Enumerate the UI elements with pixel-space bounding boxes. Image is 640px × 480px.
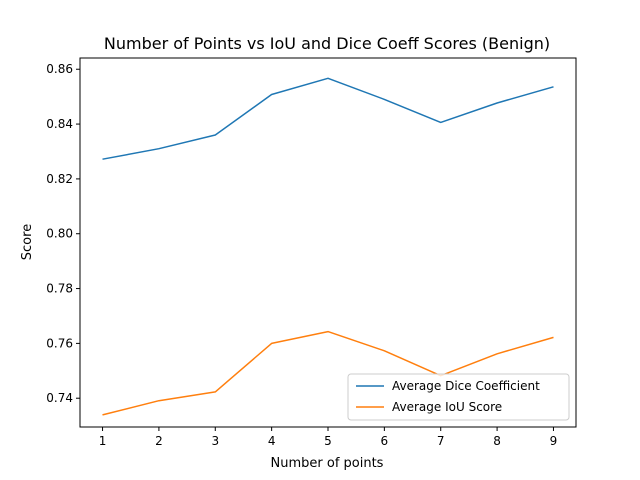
y-tick-label: 0.84 <box>46 117 73 131</box>
x-tick-label: 5 <box>324 434 332 448</box>
x-tick-label: 2 <box>155 434 163 448</box>
x-tick-label: 1 <box>99 434 107 448</box>
y-tick-label: 0.82 <box>46 172 73 186</box>
x-tick-label: 6 <box>381 434 389 448</box>
x-tick-label: 3 <box>211 434 219 448</box>
y-tick-label: 0.86 <box>46 62 73 76</box>
chart-title: Number of Points vs IoU and Dice Coeff S… <box>104 34 550 53</box>
plot-frame <box>79 57 577 428</box>
series-line-iou <box>102 330 554 416</box>
legend-label: Average IoU Score <box>392 400 502 414</box>
y-axis-label: Score <box>20 224 35 260</box>
y-tick-label: 0.78 <box>46 282 73 296</box>
x-tick-label: 4 <box>268 434 276 448</box>
legend: Average Dice Coefficient Average IoU Scor… <box>347 373 570 421</box>
series-line-dice <box>102 77 554 160</box>
legend-box <box>347 373 570 421</box>
y-tick-label: 0.76 <box>46 336 73 350</box>
x-tick-label: 7 <box>437 434 445 448</box>
series-lines <box>102 77 554 416</box>
x-axis-label: Number of points <box>271 456 384 471</box>
y-tick-label: 0.80 <box>46 227 73 241</box>
x-tick-label: 9 <box>550 434 558 448</box>
y-tick-label: 0.74 <box>46 391 73 405</box>
x-tick-label: 8 <box>493 434 501 448</box>
legend-label: Average Dice Coefficient <box>392 379 540 393</box>
axis-ticks: 1 2 3 4 5 6 7 8 9 0.74 0.76 0.78 0.80 0.82 0.84 0.86 <box>46 62 557 448</box>
